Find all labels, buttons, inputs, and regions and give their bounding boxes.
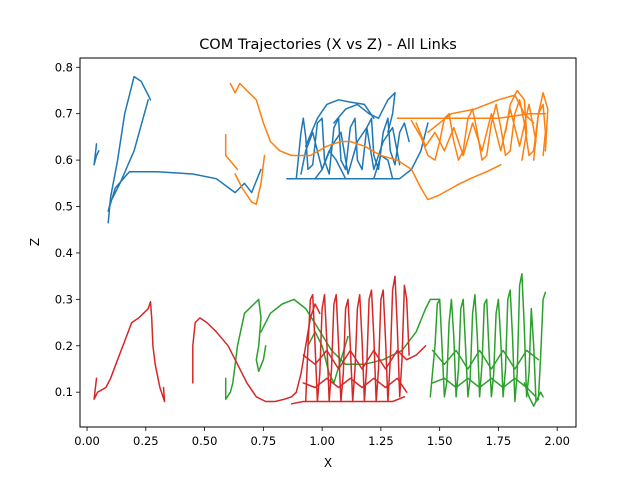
series-3-line-3 — [304, 275, 410, 403]
y-tick-label: 0.5 — [55, 200, 73, 214]
x-tick-label: 0.50 — [192, 434, 218, 448]
series-0-line-9 — [373, 154, 394, 180]
series-3-line-4 — [302, 349, 408, 370]
y-tick-label: 0.8 — [55, 60, 73, 74]
series-3-line-5 — [302, 377, 408, 393]
series-3-line-6 — [295, 303, 321, 393]
series-1-line-5 — [415, 103, 537, 157]
series-layer — [93, 75, 549, 407]
x-tick-label: 1.50 — [427, 434, 453, 448]
series-0-line-8 — [314, 150, 347, 180]
series-1-line-2 — [234, 154, 266, 205]
series-0-line-3 — [286, 122, 429, 180]
x-tick-label: 0.75 — [251, 434, 277, 448]
y-tick-label: 0.4 — [55, 246, 73, 260]
series-1-line-7 — [504, 89, 528, 161]
chart-title: COM Trajectories (X vs Z) - All Links — [199, 37, 457, 53]
x-tick-label: 2.00 — [544, 434, 570, 448]
series-2-line-4 — [431, 377, 537, 398]
series-1-line-0 — [224, 133, 239, 171]
series-3-line-0 — [93, 300, 166, 403]
series-2-line-5 — [523, 382, 544, 407]
series-1-line-1 — [229, 82, 502, 201]
y-tick-label: 0.1 — [55, 385, 73, 399]
x-tick-label: 0.25 — [133, 434, 159, 448]
x-tick-label: 1.00 — [309, 434, 335, 448]
series-3-line-1 — [192, 317, 298, 403]
series-3-line-7 — [405, 345, 427, 361]
x-tick-label: 0.00 — [74, 434, 100, 448]
series-1 — [224, 82, 549, 205]
x-ticks: 0.00 0.25 0.50 0.75 1.00 1.25 1.50 1.75 2.00 — [74, 427, 570, 448]
series-1-line-6 — [427, 94, 535, 134]
series-2-line-2 — [429, 273, 547, 403]
series-0-line-1 — [107, 75, 152, 224]
series-3-line-2 — [290, 396, 406, 405]
series-2 — [224, 273, 547, 407]
series-0-line-6 — [304, 99, 375, 147]
series-0-line-0 — [93, 143, 100, 166]
series-0-line-5 — [300, 126, 401, 175]
plot-frame — [79, 57, 577, 428]
y-tick-label: 0.7 — [55, 107, 73, 121]
y-tick-label: 0.3 — [55, 292, 73, 306]
y-ticks: 0.1 0.2 0.3 0.4 0.5 0.6 0.7 0.8 — [55, 60, 80, 399]
y-tick-label: 0.2 — [55, 339, 73, 353]
series-1-line-3 — [396, 112, 547, 120]
series-0-line-7 — [333, 92, 396, 134]
x-axis-label: X — [324, 456, 332, 470]
series-3 — [93, 275, 427, 405]
x-tick-label: 1.75 — [486, 434, 512, 448]
series-2-line-1 — [260, 298, 441, 366]
series-1-line-4 — [410, 99, 547, 161]
series-2-line-0 — [224, 298, 267, 400]
y-axis-label: Z — [28, 238, 42, 246]
y-tick-label: 0.6 — [55, 153, 73, 167]
series-2-line-3 — [431, 349, 540, 370]
x-tick-label: 1.25 — [368, 434, 394, 448]
series-0-line-2 — [107, 99, 262, 212]
series-0 — [93, 75, 429, 224]
series-1-line-8 — [532, 92, 549, 161]
